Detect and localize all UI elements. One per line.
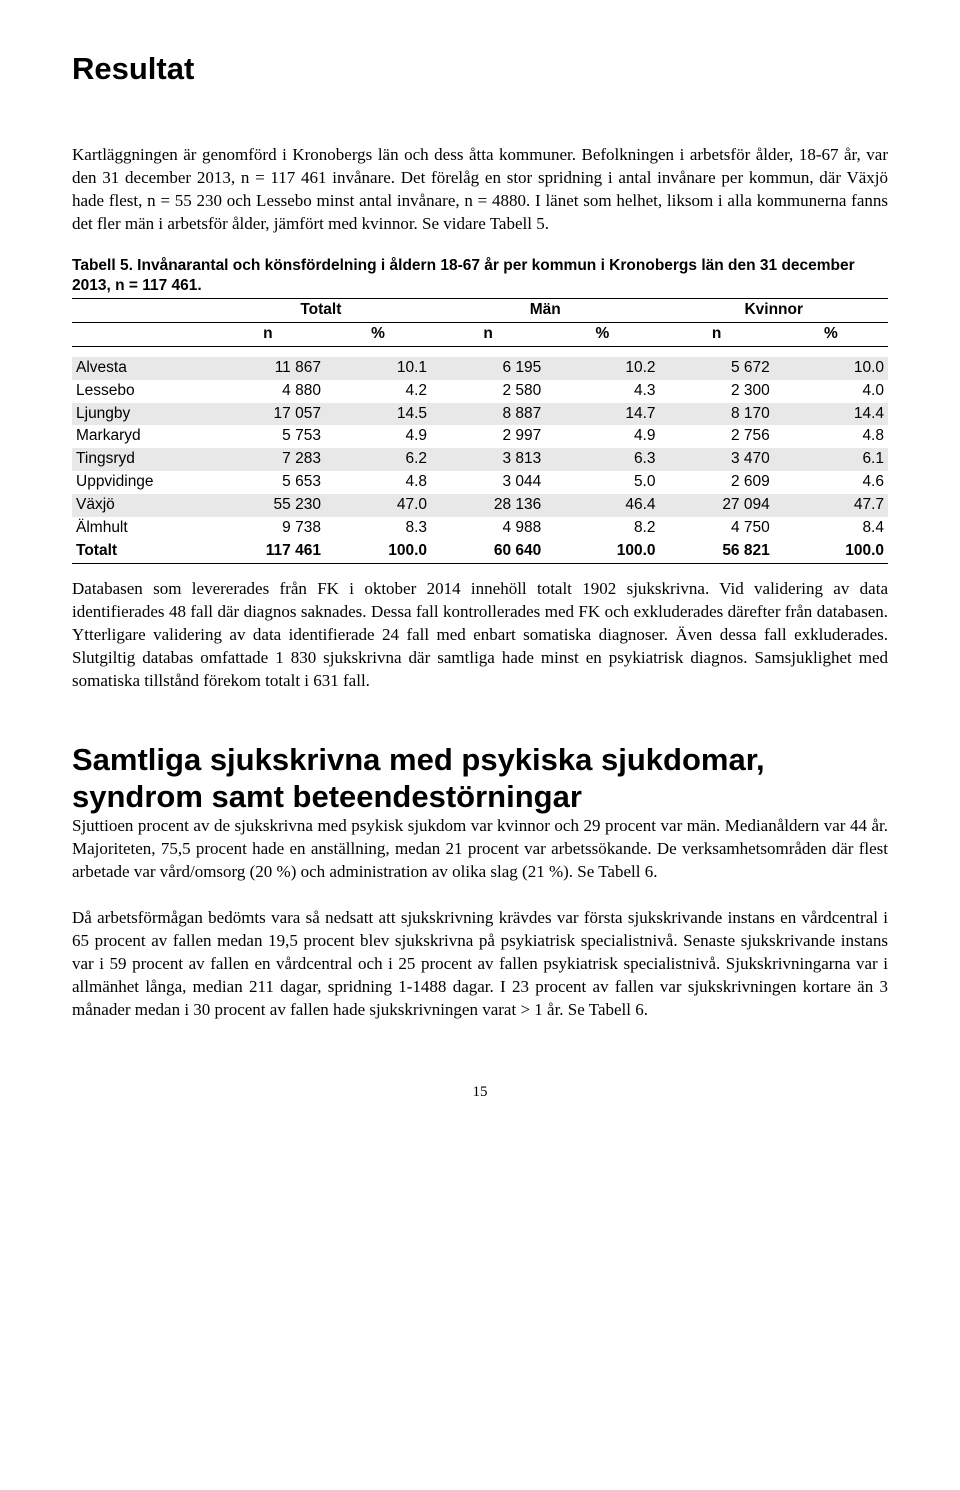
subhead-n: n <box>431 322 545 346</box>
table5: Totalt Män Kvinnor n % n % n % Alvesta11… <box>72 298 888 564</box>
total-cell: 100.0 <box>325 540 431 563</box>
cell: 28 136 <box>431 494 545 517</box>
heading-resultat: Resultat <box>72 48 888 90</box>
samtliga-paragraph-2: Då arbetsförmågan bedömts vara så nedsat… <box>72 907 888 1022</box>
total-cell: 100.0 <box>545 540 659 563</box>
subhead-n: n <box>211 322 325 346</box>
row-label: Tingsryd <box>72 448 211 471</box>
cell: 55 230 <box>211 494 325 517</box>
cell: 7 283 <box>211 448 325 471</box>
table-row: Ljungby17 05714.58 88714.78 17014.4 <box>72 403 888 426</box>
table5-header-groups: Totalt Män Kvinnor <box>72 298 888 322</box>
cell: 10.2 <box>545 357 659 380</box>
subhead-pct: % <box>774 322 888 346</box>
row-label: Ljungby <box>72 403 211 426</box>
cell: 4 750 <box>660 517 774 540</box>
cell: 10.1 <box>325 357 431 380</box>
table-row: Uppvidinge5 6534.83 0445.02 6094.6 <box>72 471 888 494</box>
cell: 6 195 <box>431 357 545 380</box>
cell: 47.0 <box>325 494 431 517</box>
intro-paragraph: Kartläggningen är genomförd i Kronobergs… <box>72 144 888 236</box>
cell: 4 880 <box>211 380 325 403</box>
cell: 5 753 <box>211 425 325 448</box>
cell: 2 756 <box>660 425 774 448</box>
table5-caption: Tabell 5. Invånarantal och könsfördelnin… <box>72 256 888 296</box>
cell: 2 300 <box>660 380 774 403</box>
cell: 14.4 <box>774 403 888 426</box>
heading-samtliga: Samtliga sjukskrivna med psykiska sjukdo… <box>72 741 888 815</box>
cell: 5.0 <box>545 471 659 494</box>
table-row: Alvesta11 86710.16 19510.25 67210.0 <box>72 357 888 380</box>
row-label: Växjö <box>72 494 211 517</box>
cell: 2 580 <box>431 380 545 403</box>
col-group-men: Män <box>431 298 659 322</box>
cell: 8 887 <box>431 403 545 426</box>
cell: 4 988 <box>431 517 545 540</box>
cell: 4.8 <box>325 471 431 494</box>
page-number: 15 <box>72 1082 888 1102</box>
table5-total-row: Totalt117 461100.060 640100.056 821100.0 <box>72 540 888 563</box>
cell: 3 813 <box>431 448 545 471</box>
cell: 5 672 <box>660 357 774 380</box>
table-row: Markaryd5 7534.92 9974.92 7564.8 <box>72 425 888 448</box>
subhead-n: n <box>660 322 774 346</box>
cell: 6.1 <box>774 448 888 471</box>
cell: 8.2 <box>545 517 659 540</box>
table-row: Älmhult9 7388.34 9888.24 7508.4 <box>72 517 888 540</box>
row-label: Markaryd <box>72 425 211 448</box>
cell: 10.0 <box>774 357 888 380</box>
cell: 11 867 <box>211 357 325 380</box>
cell: 4.6 <box>774 471 888 494</box>
row-label: Uppvidinge <box>72 471 211 494</box>
cell: 8 170 <box>660 403 774 426</box>
cell: 27 094 <box>660 494 774 517</box>
cell: 14.7 <box>545 403 659 426</box>
cell: 4.9 <box>545 425 659 448</box>
cell: 14.5 <box>325 403 431 426</box>
cell: 8.3 <box>325 517 431 540</box>
col-group-women: Kvinnor <box>660 298 889 322</box>
cell: 4.9 <box>325 425 431 448</box>
cell: 2 997 <box>431 425 545 448</box>
table5-header-sub: n % n % n % <box>72 322 888 346</box>
total-cell: 100.0 <box>774 540 888 563</box>
cell: 4.2 <box>325 380 431 403</box>
subhead-pct: % <box>545 322 659 346</box>
table5-spacer <box>72 346 888 357</box>
total-label: Totalt <box>72 540 211 563</box>
col-group-total: Totalt <box>211 298 431 322</box>
row-label: Älmhult <box>72 517 211 540</box>
cell: 3 044 <box>431 471 545 494</box>
cell: 5 653 <box>211 471 325 494</box>
cell: 17 057 <box>211 403 325 426</box>
table-row: Tingsryd7 2836.23 8136.33 4706.1 <box>72 448 888 471</box>
row-label: Alvesta <box>72 357 211 380</box>
total-cell: 56 821 <box>660 540 774 563</box>
cell: 9 738 <box>211 517 325 540</box>
subhead-pct: % <box>325 322 431 346</box>
row-label: Lessebo <box>72 380 211 403</box>
cell: 4.0 <box>774 380 888 403</box>
cell: 2 609 <box>660 471 774 494</box>
database-paragraph: Databasen som levererades från FK i okto… <box>72 578 888 693</box>
cell: 46.4 <box>545 494 659 517</box>
cell: 4.8 <box>774 425 888 448</box>
total-cell: 117 461 <box>211 540 325 563</box>
cell: 8.4 <box>774 517 888 540</box>
table-row: Växjö55 23047.028 13646.427 09447.7 <box>72 494 888 517</box>
cell: 6.2 <box>325 448 431 471</box>
cell: 4.3 <box>545 380 659 403</box>
cell: 47.7 <box>774 494 888 517</box>
table-row: Lessebo4 8804.22 5804.32 3004.0 <box>72 380 888 403</box>
samtliga-paragraph-1: Sjuttioen procent av de sjukskrivna med … <box>72 815 888 884</box>
cell: 3 470 <box>660 448 774 471</box>
cell: 6.3 <box>545 448 659 471</box>
total-cell: 60 640 <box>431 540 545 563</box>
